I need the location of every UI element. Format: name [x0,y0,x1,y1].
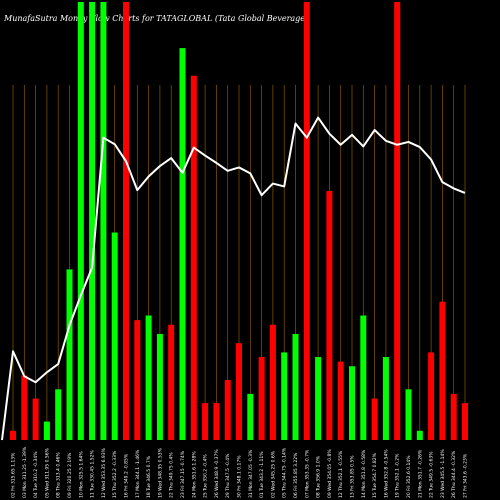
money-flow-bar [43,421,50,440]
chart-title: MunafaSutra Money Flow Charts for TATAGL… [4,14,310,23]
x-tick-label: 30 Fri 348.1 0.17% [237,455,243,498]
money-flow-bar [156,333,163,440]
price-line [1,116,466,441]
money-flow-bar [337,361,344,440]
money-flow-bar [326,191,333,440]
x-tick-label: 08 Tue 356.9 1.0% [316,455,322,498]
x-tick-label: 19 Thu 352.1 -0.2% [395,453,401,498]
money-flow-bar [100,2,107,440]
x-tick-label: 06 Fri 355.85 3.22% [293,452,299,498]
x-tick-label: 08 Thu 313.4 0.46% [56,452,62,498]
money-flow-bar [247,393,254,440]
x-tick-label: 31 Mon 347.05 -0.3% [248,449,254,498]
money-flow-bar [55,389,62,440]
money-flow-bar [89,2,96,440]
x-tick-label: 03 Mon 311.25 -1.39% [22,446,28,498]
money-flow-bar [349,366,355,440]
money-flow-bar [303,2,310,440]
money-flow-bar [190,75,197,440]
money-flow-bar [179,48,186,441]
x-tick-label: 29 Thu 347.5 -0.4% [225,453,231,498]
x-tick-label: 09 Wed 354.05 -0.8% [327,449,333,498]
x-tick-label: 05 Thu 344.75 -0.14% [282,447,288,498]
x-tick-label: 05 Wed 311.95 0.56% [44,447,50,498]
money-flow-bar [258,357,265,440]
money-flow-bar [281,352,288,440]
x-tick-label: 10 Mon 325.5 1.64% [78,451,84,498]
x-tick-label: 09 Fri 320.25 2.19% [67,452,73,498]
x-tick-label: 12 Wed 353.35 6.93% [101,447,107,498]
x-tick-label: 16 Fri 349.2 -0.85% [124,453,130,498]
x-tick-label: 15 Tue 354.7 0.82% [372,452,378,498]
money-flow-bar [462,403,468,440]
x-tick-label: 02 Wed 345.25 0.6% [270,450,276,498]
money-flow-bar [145,315,152,440]
money-flow-bar [77,2,84,440]
x-tick-label: 22 Tue 349.5 -0.63% [429,451,435,498]
x-tick-label: 14 Mon 351.8 -0.58% [361,449,367,498]
money-flow-bar [168,324,175,440]
x-tick-label: 20 Fri 352.6 0.14% [406,455,412,498]
x-tick-label: 04 Tue 310.2 -0.34% [33,451,39,498]
x-tick-label: 18 Tue 346.5 0.7% [146,455,152,498]
money-flow-bar [382,357,389,440]
money-flow-bar [32,398,39,440]
money-flow-bar [224,380,231,440]
x-tick-label: 21 Mon 351.7 -0.26% [417,449,423,498]
x-tick-label: 15 Thu 352.2 -0.33% [112,450,118,498]
money-flow-bar [202,403,209,440]
x-tick-label: 11 Tue 330.45 1.52% [90,450,96,498]
money-flow-bar [428,352,435,440]
money-flow-bar [439,301,446,440]
x-tick-label: 12 Thu 352.1 -0.55% [338,450,344,498]
money-flow-bar [236,343,242,440]
x-tick-label: 16 Wed 352.8 -0.54% [383,449,389,498]
x-tick-label: 13 Fri 353.85 0.5% [350,455,356,498]
money-flow-bar [450,393,457,440]
money-flow-bar [371,398,378,440]
x-tick-label: 01 Tue 343.2 -1.11% [259,451,265,498]
x-tick-label: 23 Fri 347.15 -0.74% [180,450,186,498]
money-flow-bar [123,2,129,440]
money-flow-bar [360,315,367,440]
money-flow-bar [292,333,299,440]
x-tick-label: 07 Mon 353.35 -0.7% [304,449,310,498]
x-tick-label: 25 Tue 350.2 -0.4% [203,454,209,498]
money-flow-bar [134,320,141,440]
x-tick-label: 19 Wed 348.35 0.53% [157,447,163,498]
x-tick-label: 26 Wed 348.9 -0.37% [214,449,220,498]
money-flow-bar [405,389,412,440]
money-flow-bar [111,232,118,440]
money-flow-bar [213,403,220,440]
money-flow-bar [21,375,28,440]
x-tick-label: 26 Thu 344.4 -0.32% [451,450,457,498]
money-flow-bar [394,2,401,440]
x-tick-label: 23 Wed 345.5 -1.14% [440,449,446,498]
money-flow-bar [416,430,423,440]
x-tick-label: 27 Fri 343.6 -0.23% [463,453,469,498]
x-tick-label: 24 Mon 351.6 1.28% [191,451,197,498]
money-flow-bar [66,269,73,440]
x-tick-label: 22 Thu 349.75 0.4% [169,452,175,498]
x-tick-label: 02 Fri 315.65 1.13% [11,452,17,498]
money-flow-bar [269,324,276,440]
money-flow-bar [10,430,16,440]
money-flow-bar [315,357,322,440]
x-tick-label: 17 Mon 344.1 -1.46% [135,449,141,498]
